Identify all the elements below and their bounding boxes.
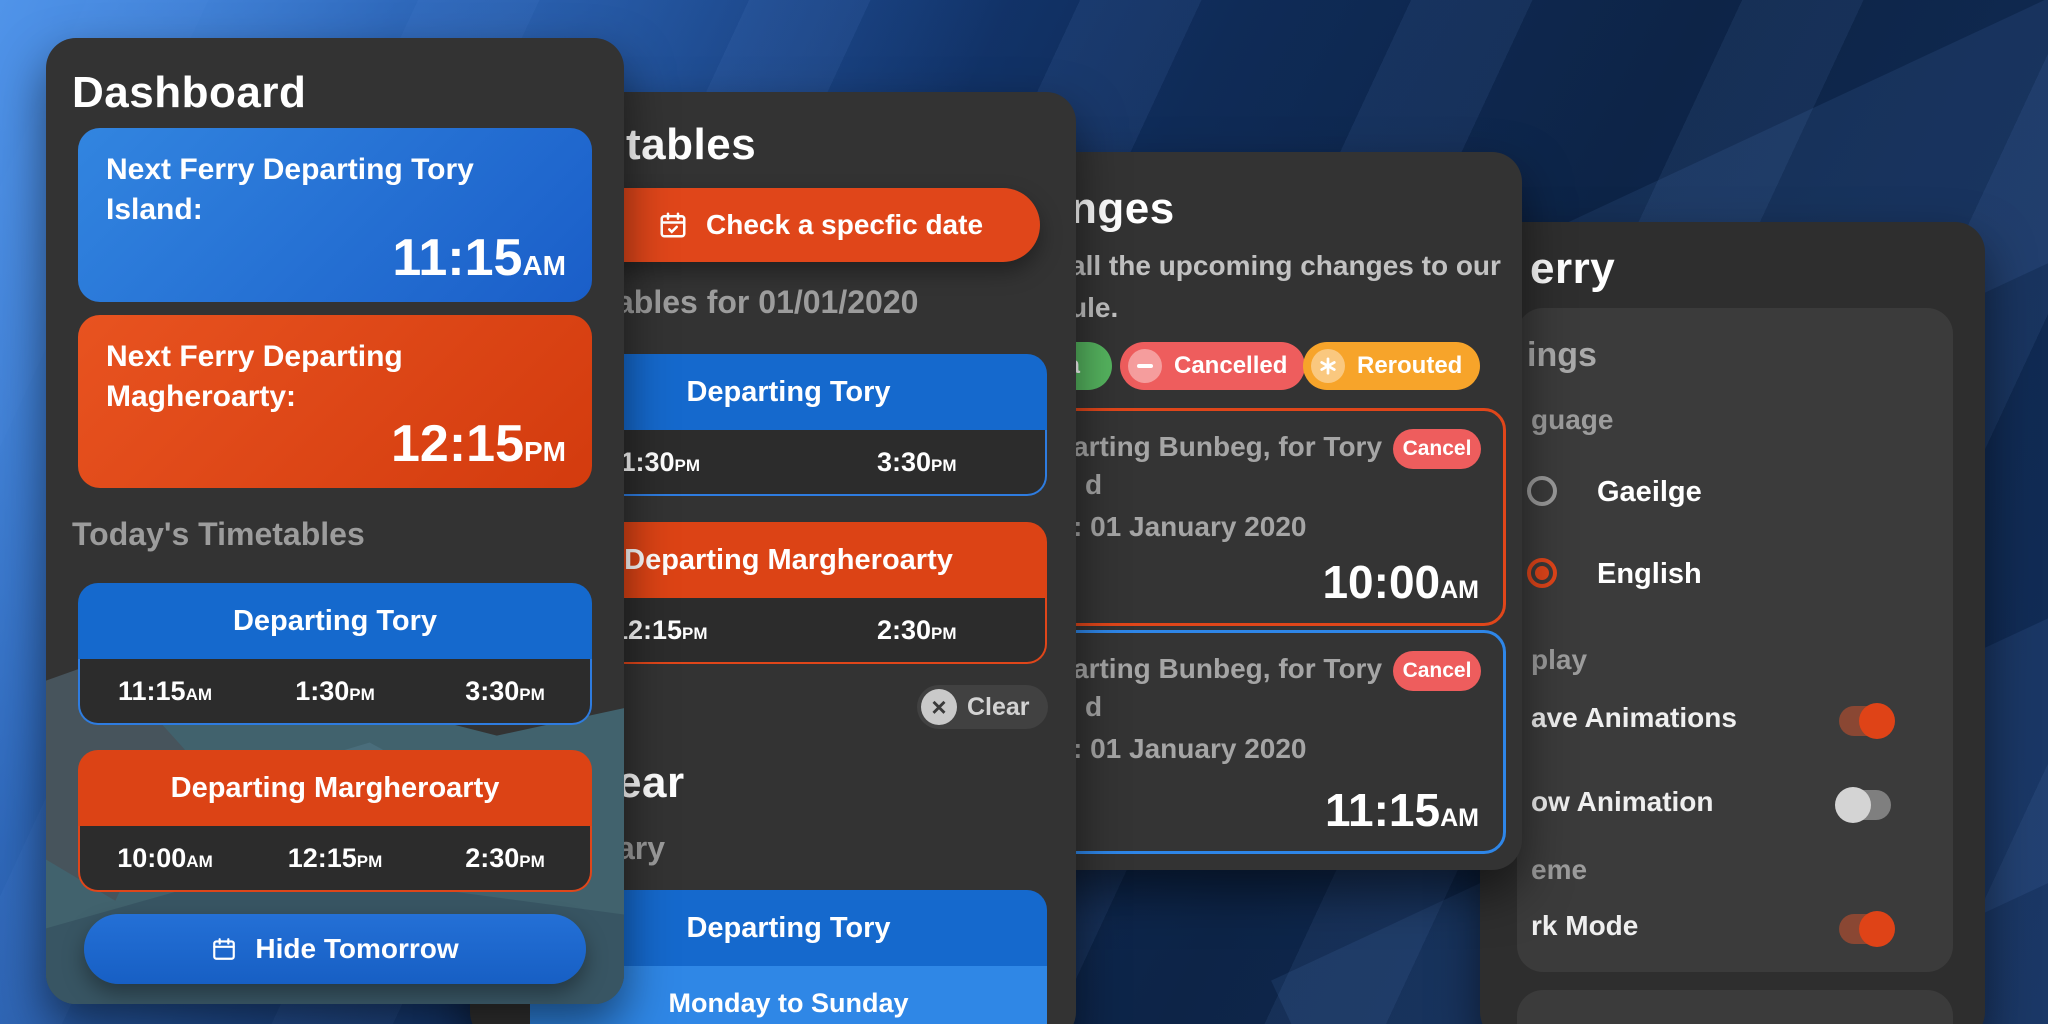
change-route-line2: d [1085, 691, 1103, 722]
dashboard-screen: Dashboard Next Ferry Departing Tory Isla… [46, 38, 624, 1004]
time-cell: 10:00AM [117, 842, 213, 873]
change-time: 10:00AM [1322, 556, 1479, 608]
badge-cancelled-label: Cancelled [1174, 352, 1288, 379]
settings-screen-title: erry [1530, 244, 1616, 293]
settings-panel: ings guage Gaeilge English play ave Anim… [1517, 308, 1953, 972]
next-ferry-magheroarty-label: Next Ferry Departing Magheroarty: [106, 340, 403, 413]
change-time: 11:15AM [1324, 784, 1479, 836]
check-date-label: Check a specfic date [706, 209, 984, 240]
display-heading: play [1531, 644, 1588, 675]
snow-animation-toggle[interactable] [1835, 787, 1891, 823]
year-heading: ear [617, 758, 685, 807]
clear-button[interactable]: × Clear [917, 685, 1048, 729]
change-date-line: : 01 January 2020 [1073, 733, 1307, 764]
wave-animations-toggle[interactable] [1839, 703, 1895, 739]
next-ferry-tory-card: Next Ferry Departing Tory Island: 11:15A… [78, 128, 592, 302]
language-heading: guage [1531, 404, 1614, 435]
dark-mode-label: rk Mode [1531, 910, 1639, 941]
today-timetable-margheroarty: Departing Margheroarty 10:00AM 12:15PM 2… [78, 750, 592, 892]
timetable-header: Departing Margheroarty [78, 750, 592, 826]
next-ferry-tory-time: 11:15AM [392, 229, 566, 287]
next-ferry-magheroarty-card: Next Ferry Departing Magheroarty: 12:15P… [78, 315, 592, 488]
change-route-line2: d [1085, 469, 1103, 500]
clear-label: Clear [967, 692, 1030, 721]
toggle-knob [1835, 787, 1871, 823]
hide-tomorrow-button[interactable]: Hide Tomorrow [84, 914, 586, 984]
cancel-button[interactable]: Cancel [1393, 651, 1481, 691]
timetable-header: Departing Tory [78, 583, 592, 659]
calendar-icon [211, 936, 237, 962]
next-ferry-magheroarty-time: 12:15PM [391, 415, 566, 473]
theme-heading: eme [1531, 854, 1588, 885]
time-cell: 3:30PM [876, 446, 957, 477]
timetable-times-row: 11:15AM 1:30PM 3:30PM [78, 659, 592, 725]
settings-lower-panel [1517, 990, 1953, 1024]
toggle-knob [1859, 703, 1895, 739]
cancel-button[interactable]: Cancel [1393, 429, 1481, 469]
badge-rerouted[interactable]: Rerouted [1303, 342, 1481, 390]
hide-tomorrow-label: Hide Tomorrow [255, 933, 459, 964]
wave-animations-label: ave Animations [1531, 702, 1737, 733]
time-cell: 12:15PM [612, 614, 708, 645]
time-cell: 2:30PM [876, 614, 957, 645]
time-cell: 1:30PM [620, 446, 701, 477]
changes-description-line1: all the upcoming changes to our [1070, 250, 1501, 281]
timetable-times-row: 10:00AM 12:15PM 2:30PM [78, 826, 592, 892]
radio-gaeilge-label[interactable]: Gaeilge [1597, 476, 1702, 508]
month-heading: ary [617, 830, 666, 866]
time-cell: 1:30PM [295, 675, 375, 706]
settings-heading: ings [1527, 336, 1597, 374]
time-cell: 2:30PM [465, 842, 545, 873]
changes-screen-title: nges [1070, 184, 1175, 233]
time-cell: 11:15AM [117, 675, 213, 706]
today-timetables-heading: Today's Timetables [72, 516, 365, 552]
asterisk-icon [1311, 349, 1345, 383]
change-card-cancelled: arting Bunbeg, for Tory d : 01 January 2… [1050, 408, 1506, 626]
radio-english[interactable] [1527, 558, 1557, 588]
changes-screen: nges all the upcoming changes to our ule… [1000, 152, 1522, 870]
toggle-knob [1859, 911, 1895, 947]
close-icon: × [921, 689, 957, 725]
today-timetable-tory: Departing Tory 11:15AM 1:30PM 3:30PM [78, 583, 592, 725]
badge-cancelled[interactable]: Cancelled [1120, 342, 1306, 390]
dark-mode-toggle[interactable] [1839, 911, 1895, 947]
badge-rerouted-label: Rerouted [1357, 352, 1463, 379]
change-date-line: : 01 January 2020 [1073, 511, 1307, 542]
time-cell: 3:30PM [465, 675, 545, 706]
timetables-screen-title: tables [626, 120, 757, 169]
settings-screen: erry ings guage Gaeilge English play ave… [1480, 222, 1985, 1024]
time-cell: 12:15PM [287, 842, 383, 873]
change-route-line1: arting Bunbeg, for Tory [1073, 653, 1383, 684]
radio-gaeilge[interactable] [1527, 476, 1557, 506]
changes-description-line2: ule. [1070, 292, 1119, 323]
dashboard-title: Dashboard [72, 68, 307, 117]
change-card-rescheduled: arting Bunbeg, for Tory d : 01 January 2… [1050, 630, 1506, 854]
minus-icon [1128, 349, 1162, 383]
radio-english-label[interactable]: English [1597, 558, 1702, 590]
snow-animation-label: ow Animation [1531, 786, 1714, 817]
calendar-check-icon [658, 210, 688, 240]
date-heading: ables for 01/01/2020 [616, 284, 919, 320]
next-ferry-tory-label: Next Ferry Departing Tory Island: [106, 153, 474, 226]
change-route-line1: arting Bunbeg, for Tory [1073, 431, 1383, 462]
